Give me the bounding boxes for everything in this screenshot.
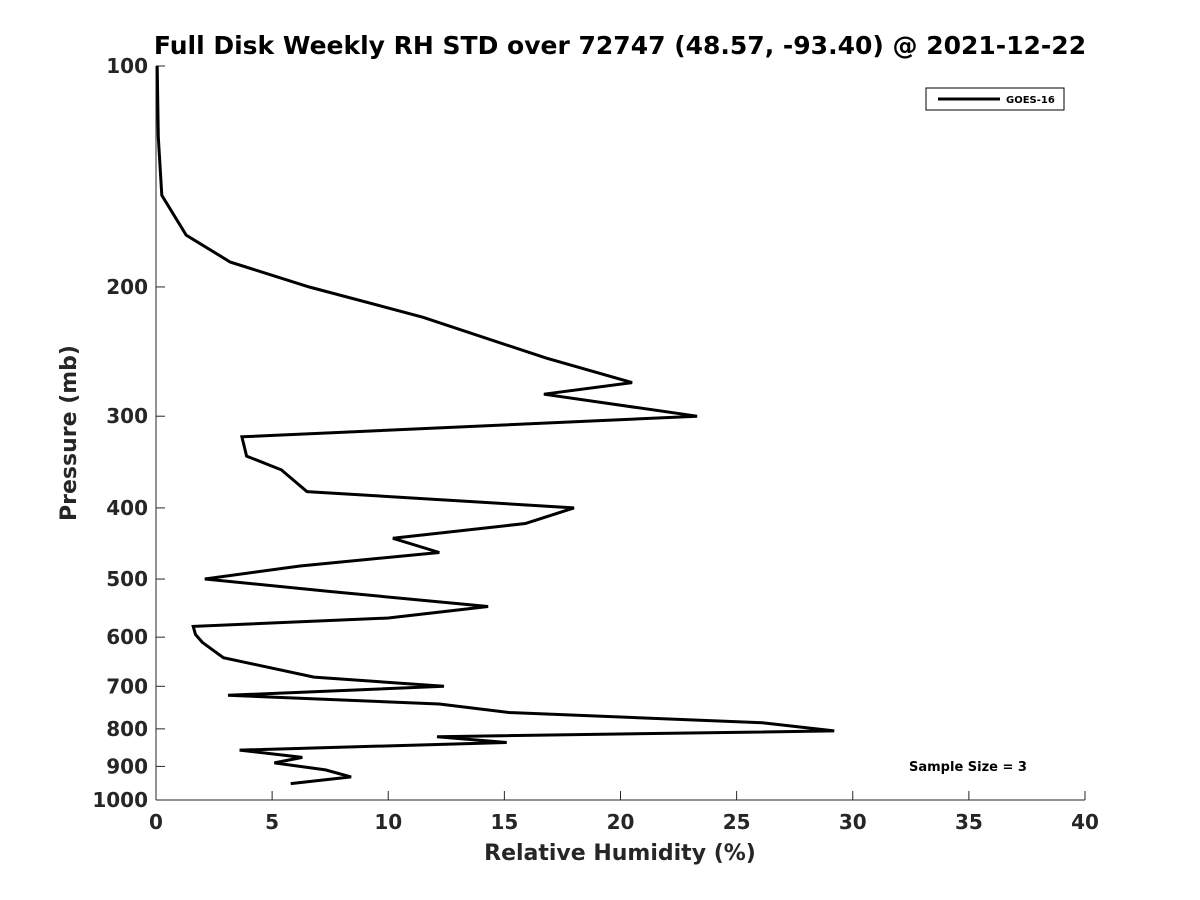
y-tick-label: 200 (106, 275, 148, 299)
x-tick-label: 40 (1071, 810, 1099, 834)
y-tick-label: 600 (106, 625, 148, 649)
x-axis-ticks: 0 5 10 15 20 25 30 35 40 (149, 791, 1099, 834)
sample-size-annotation: Sample Size = 3 (909, 760, 1027, 775)
x-tick-label: 10 (374, 810, 402, 834)
x-tick-label: 35 (955, 810, 983, 834)
y-tick-label: 1000 (92, 788, 148, 812)
y-tick-label: 300 (106, 404, 148, 428)
y-tick-label: 800 (106, 717, 148, 741)
series-group (155, 65, 835, 786)
legend: GOES-16 (925, 87, 1065, 111)
x-axis-label: Relative Humidity (%) (484, 841, 756, 866)
y-tick-label: 500 (106, 567, 148, 591)
series-line-goes-16 (155, 65, 835, 786)
x-tick-label: 30 (839, 810, 867, 834)
legend-label-goes-16: GOES-16 (1006, 95, 1055, 106)
y-axis-label: Pressure (mb) (57, 345, 82, 521)
y-tick-label: 900 (106, 754, 148, 778)
x-tick-label: 5 (265, 810, 279, 834)
y-tick-label: 100 (106, 54, 148, 78)
y-tick-label: 700 (106, 674, 148, 698)
plot-area: 0 5 10 15 20 25 30 35 40 100 200 300 400 500 600 700 80… (92, 54, 1099, 834)
chart-title: Full Disk Weekly RH STD over 72747 (48.5… (154, 31, 1086, 60)
x-tick-label: 20 (607, 810, 635, 834)
y-axis-ticks: 100 200 300 400 500 600 700 800 900 1000 (92, 54, 165, 812)
x-tick-label: 15 (490, 810, 518, 834)
x-tick-label: 25 (723, 810, 751, 834)
x-tick-label: 0 (149, 810, 163, 834)
y-tick-label: 400 (106, 496, 148, 520)
